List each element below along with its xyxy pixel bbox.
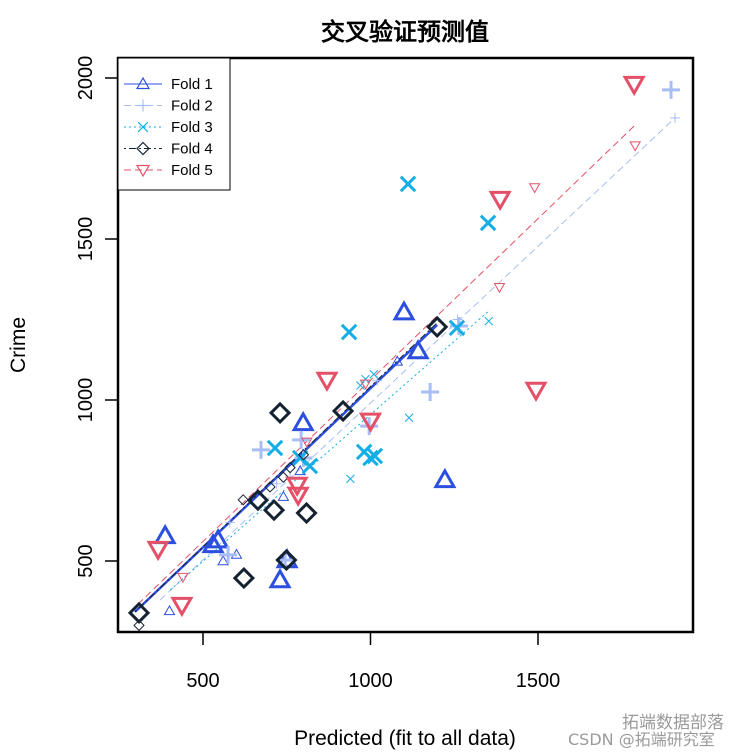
fold-5-cv-point bbox=[524, 381, 548, 403]
fold-4-cv-point bbox=[275, 548, 298, 572]
fold-1-cv-point bbox=[392, 300, 416, 321]
legend-label: Fold 5 bbox=[171, 162, 213, 179]
fold-2-cv-point bbox=[292, 430, 311, 449]
fold-5-fitted-point bbox=[528, 183, 541, 194]
fold-4-cv-point bbox=[246, 489, 270, 512]
legend-diamond-icon bbox=[136, 141, 150, 156]
fold-4-fitted-point bbox=[297, 449, 310, 461]
fold-4-fitted-point bbox=[284, 461, 296, 474]
legend-box bbox=[117, 57, 231, 191]
legend-label: Fold 1 bbox=[171, 76, 213, 93]
fold-4-cv-point bbox=[232, 566, 255, 590]
fold-5-cv-point bbox=[622, 75, 646, 97]
fold-1-cv-point bbox=[433, 467, 457, 489]
fold-4-cv-point bbox=[426, 315, 449, 339]
fold-4-cv-point bbox=[127, 601, 151, 624]
fold-5-cv-point bbox=[488, 190, 512, 212]
x-tick-label: 1500 bbox=[516, 670, 561, 692]
legend-plus-icon bbox=[137, 99, 149, 112]
fold-5-cv-point bbox=[286, 486, 310, 508]
fold-2-fitted-point bbox=[670, 112, 681, 123]
legend-label: Fold 4 bbox=[171, 141, 213, 158]
fold-2-cv-point bbox=[251, 440, 270, 459]
fold-3-fitted-point bbox=[346, 474, 355, 484]
legend-triangle-up-icon bbox=[135, 76, 151, 90]
fold-5-fitted-point bbox=[629, 141, 642, 152]
y-tick-label: 1000 bbox=[75, 378, 97, 423]
fold-5-fitted-point bbox=[493, 283, 506, 294]
fold-3-fitted-point bbox=[484, 316, 494, 326]
fold-3-cv-point bbox=[448, 319, 466, 337]
fold-4-fitted-point bbox=[237, 494, 249, 506]
fold-3-cv-point bbox=[362, 449, 379, 467]
y-tick-label: 500 bbox=[75, 544, 97, 577]
fold-1-cv-point bbox=[201, 532, 225, 554]
fold-1-fitted-point bbox=[277, 490, 290, 501]
fold-4-fitted-point bbox=[264, 481, 276, 493]
fold-3-cv-point bbox=[340, 323, 358, 341]
fold-2-cv-point bbox=[661, 80, 680, 99]
watermark-line2: CSDN @拓端研究室 bbox=[568, 730, 715, 749]
fold-4-fitted-point bbox=[277, 471, 290, 483]
legend-label: Fold 3 bbox=[171, 119, 213, 136]
legend-label: Fold 2 bbox=[171, 98, 213, 115]
fold-3-fitted-point bbox=[369, 369, 379, 379]
fold-3-cv-point bbox=[399, 175, 417, 193]
fold-1-cv-point bbox=[291, 410, 315, 432]
fold-1-fitted-point bbox=[217, 554, 229, 566]
fold-1-fitted-point bbox=[294, 464, 307, 476]
fold-3-cv-point bbox=[479, 214, 497, 232]
fold-1-cv-point bbox=[153, 523, 177, 545]
fold-2-cv-point bbox=[219, 545, 238, 564]
fold-1-cv-point bbox=[406, 339, 430, 360]
fold-5-cv-point bbox=[170, 596, 194, 618]
fold-2-cv-point bbox=[421, 382, 440, 401]
plot-frame bbox=[116, 56, 695, 634]
fold-3-cv-point bbox=[366, 447, 384, 465]
fold-5-cv-point bbox=[146, 540, 170, 562]
x-tick-label: 1000 bbox=[348, 670, 393, 692]
fold-5-fitted-point bbox=[177, 572, 189, 584]
fold-5-cv-point bbox=[285, 476, 309, 498]
legend: Fold 1 Fold 2 Fold 3 Fold 4 Fold 5 bbox=[117, 57, 231, 191]
fold-4-fit-line bbox=[134, 319, 441, 613]
fold-3-cv-point bbox=[266, 439, 284, 457]
fold-4-cv-point bbox=[262, 499, 286, 522]
fold-1-cv-point bbox=[206, 528, 230, 549]
fold-1-cv-point bbox=[268, 567, 292, 589]
fold-3-fitted-point bbox=[361, 374, 370, 384]
fold-5-cv-point bbox=[358, 412, 383, 433]
y-axis-label: Crime bbox=[7, 317, 30, 373]
y-tick-label: 1500 bbox=[75, 217, 97, 262]
fold-2-fitted-point bbox=[271, 478, 282, 489]
x-tick-label: 500 bbox=[186, 670, 219, 692]
fold-4-fitted-point bbox=[133, 619, 145, 632]
y-tick-label: 2000 bbox=[75, 56, 97, 101]
fold-2-fitted-point bbox=[224, 517, 235, 528]
watermark-line1: 拓端数据部落 bbox=[622, 713, 724, 733]
fold-3-cv-point bbox=[291, 449, 309, 467]
legend-cross-icon bbox=[137, 121, 149, 133]
fold-5-fit-line bbox=[129, 125, 635, 613]
fold-4-cv-point bbox=[268, 401, 292, 425]
fold-5-fitted-point bbox=[300, 437, 313, 448]
fold-1-fitted-point bbox=[391, 355, 404, 366]
chart-title: 交叉验证预测值 bbox=[321, 17, 489, 46]
x-axis-label: Predicted (fit to all data) bbox=[294, 727, 516, 750]
fold-4-cv-point bbox=[295, 501, 318, 525]
legend-triangle-down-icon bbox=[135, 164, 151, 178]
fold-1-fitted-point bbox=[163, 604, 176, 616]
fold-5-fitted-point bbox=[359, 379, 372, 390]
fold-4-cv-point bbox=[331, 399, 355, 423]
fold-3-fitted-point bbox=[356, 381, 365, 390]
fold-5-cv-point bbox=[315, 371, 339, 393]
fold-2-cv-point bbox=[294, 448, 313, 467]
fold-3-fitted-point bbox=[404, 413, 414, 423]
